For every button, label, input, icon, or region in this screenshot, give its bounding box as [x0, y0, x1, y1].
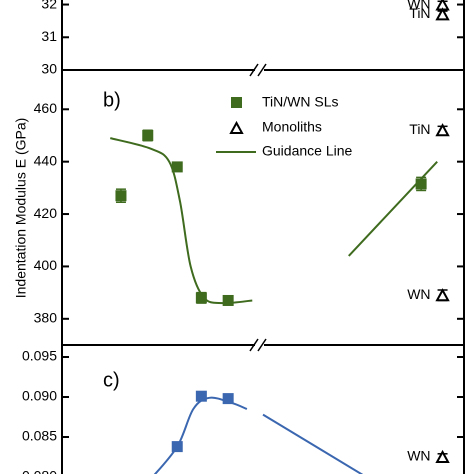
- break-mark: [257, 338, 267, 352]
- legend-label: Monoliths: [262, 119, 322, 135]
- break-mark: [257, 63, 267, 77]
- y-tick-label: 32: [41, 0, 57, 11]
- y-tick-label: 0.090: [22, 388, 57, 404]
- monolith-point: [435, 288, 450, 302]
- monolith-label: WN: [407, 286, 430, 302]
- guidance-line: [109, 137, 438, 305]
- data-point: [171, 441, 183, 453]
- y-tick-label: 30: [41, 61, 57, 77]
- panel-label: b): [103, 89, 121, 111]
- y-tick-label: 0.085: [22, 428, 57, 444]
- monolith-label: WN: [407, 448, 430, 464]
- legend-marker: [231, 97, 242, 108]
- legend-label: Guidance Line: [262, 143, 353, 159]
- y-tick-label: 0.095: [22, 348, 57, 364]
- plot-frame: [61, 69, 465, 346]
- axis-break: [249, 338, 267, 352]
- y-axis-label: Indentation Modulus E (GPa): [13, 118, 29, 299]
- monolith-label: TiN: [409, 5, 430, 21]
- monolith-point: [435, 123, 450, 137]
- legend-label: TiN/WN SLs: [262, 94, 338, 110]
- data-point: [195, 292, 207, 304]
- y-tick-label: 380: [34, 310, 58, 326]
- y-tick-label: 31: [41, 28, 57, 44]
- data-point: [115, 190, 127, 202]
- data-point: [195, 390, 207, 402]
- plots: 303132WNTiN380400420440460TiNWN0.0800.08…: [22, 0, 465, 474]
- panel-label: c): [103, 369, 120, 391]
- monolith-point: [435, 449, 450, 463]
- data-point: [222, 294, 234, 306]
- axis-break: [249, 63, 267, 77]
- guidance-line: [153, 396, 364, 474]
- monolith-label: WN: [407, 0, 430, 11]
- break-gap: [255, 67, 264, 73]
- plot-frame: [61, 0, 465, 71]
- y-tick-label: 440: [34, 152, 58, 168]
- break-mark: [249, 63, 259, 77]
- monolith-label: TiN: [409, 121, 430, 137]
- y-tick-label: 0.080: [22, 468, 57, 474]
- y-tick-label: 400: [34, 257, 58, 273]
- break-gap: [255, 342, 264, 348]
- monolith-point: [435, 7, 450, 21]
- y-tick-label: 460: [34, 100, 58, 116]
- data-point: [415, 178, 427, 190]
- plot-frame: [61, 344, 465, 474]
- break-mark: [249, 338, 259, 352]
- data-point: [171, 161, 183, 173]
- legend-marker: [229, 120, 244, 134]
- y-tick-label: 420: [34, 205, 58, 221]
- data-point: [222, 393, 234, 405]
- data-point: [142, 129, 154, 141]
